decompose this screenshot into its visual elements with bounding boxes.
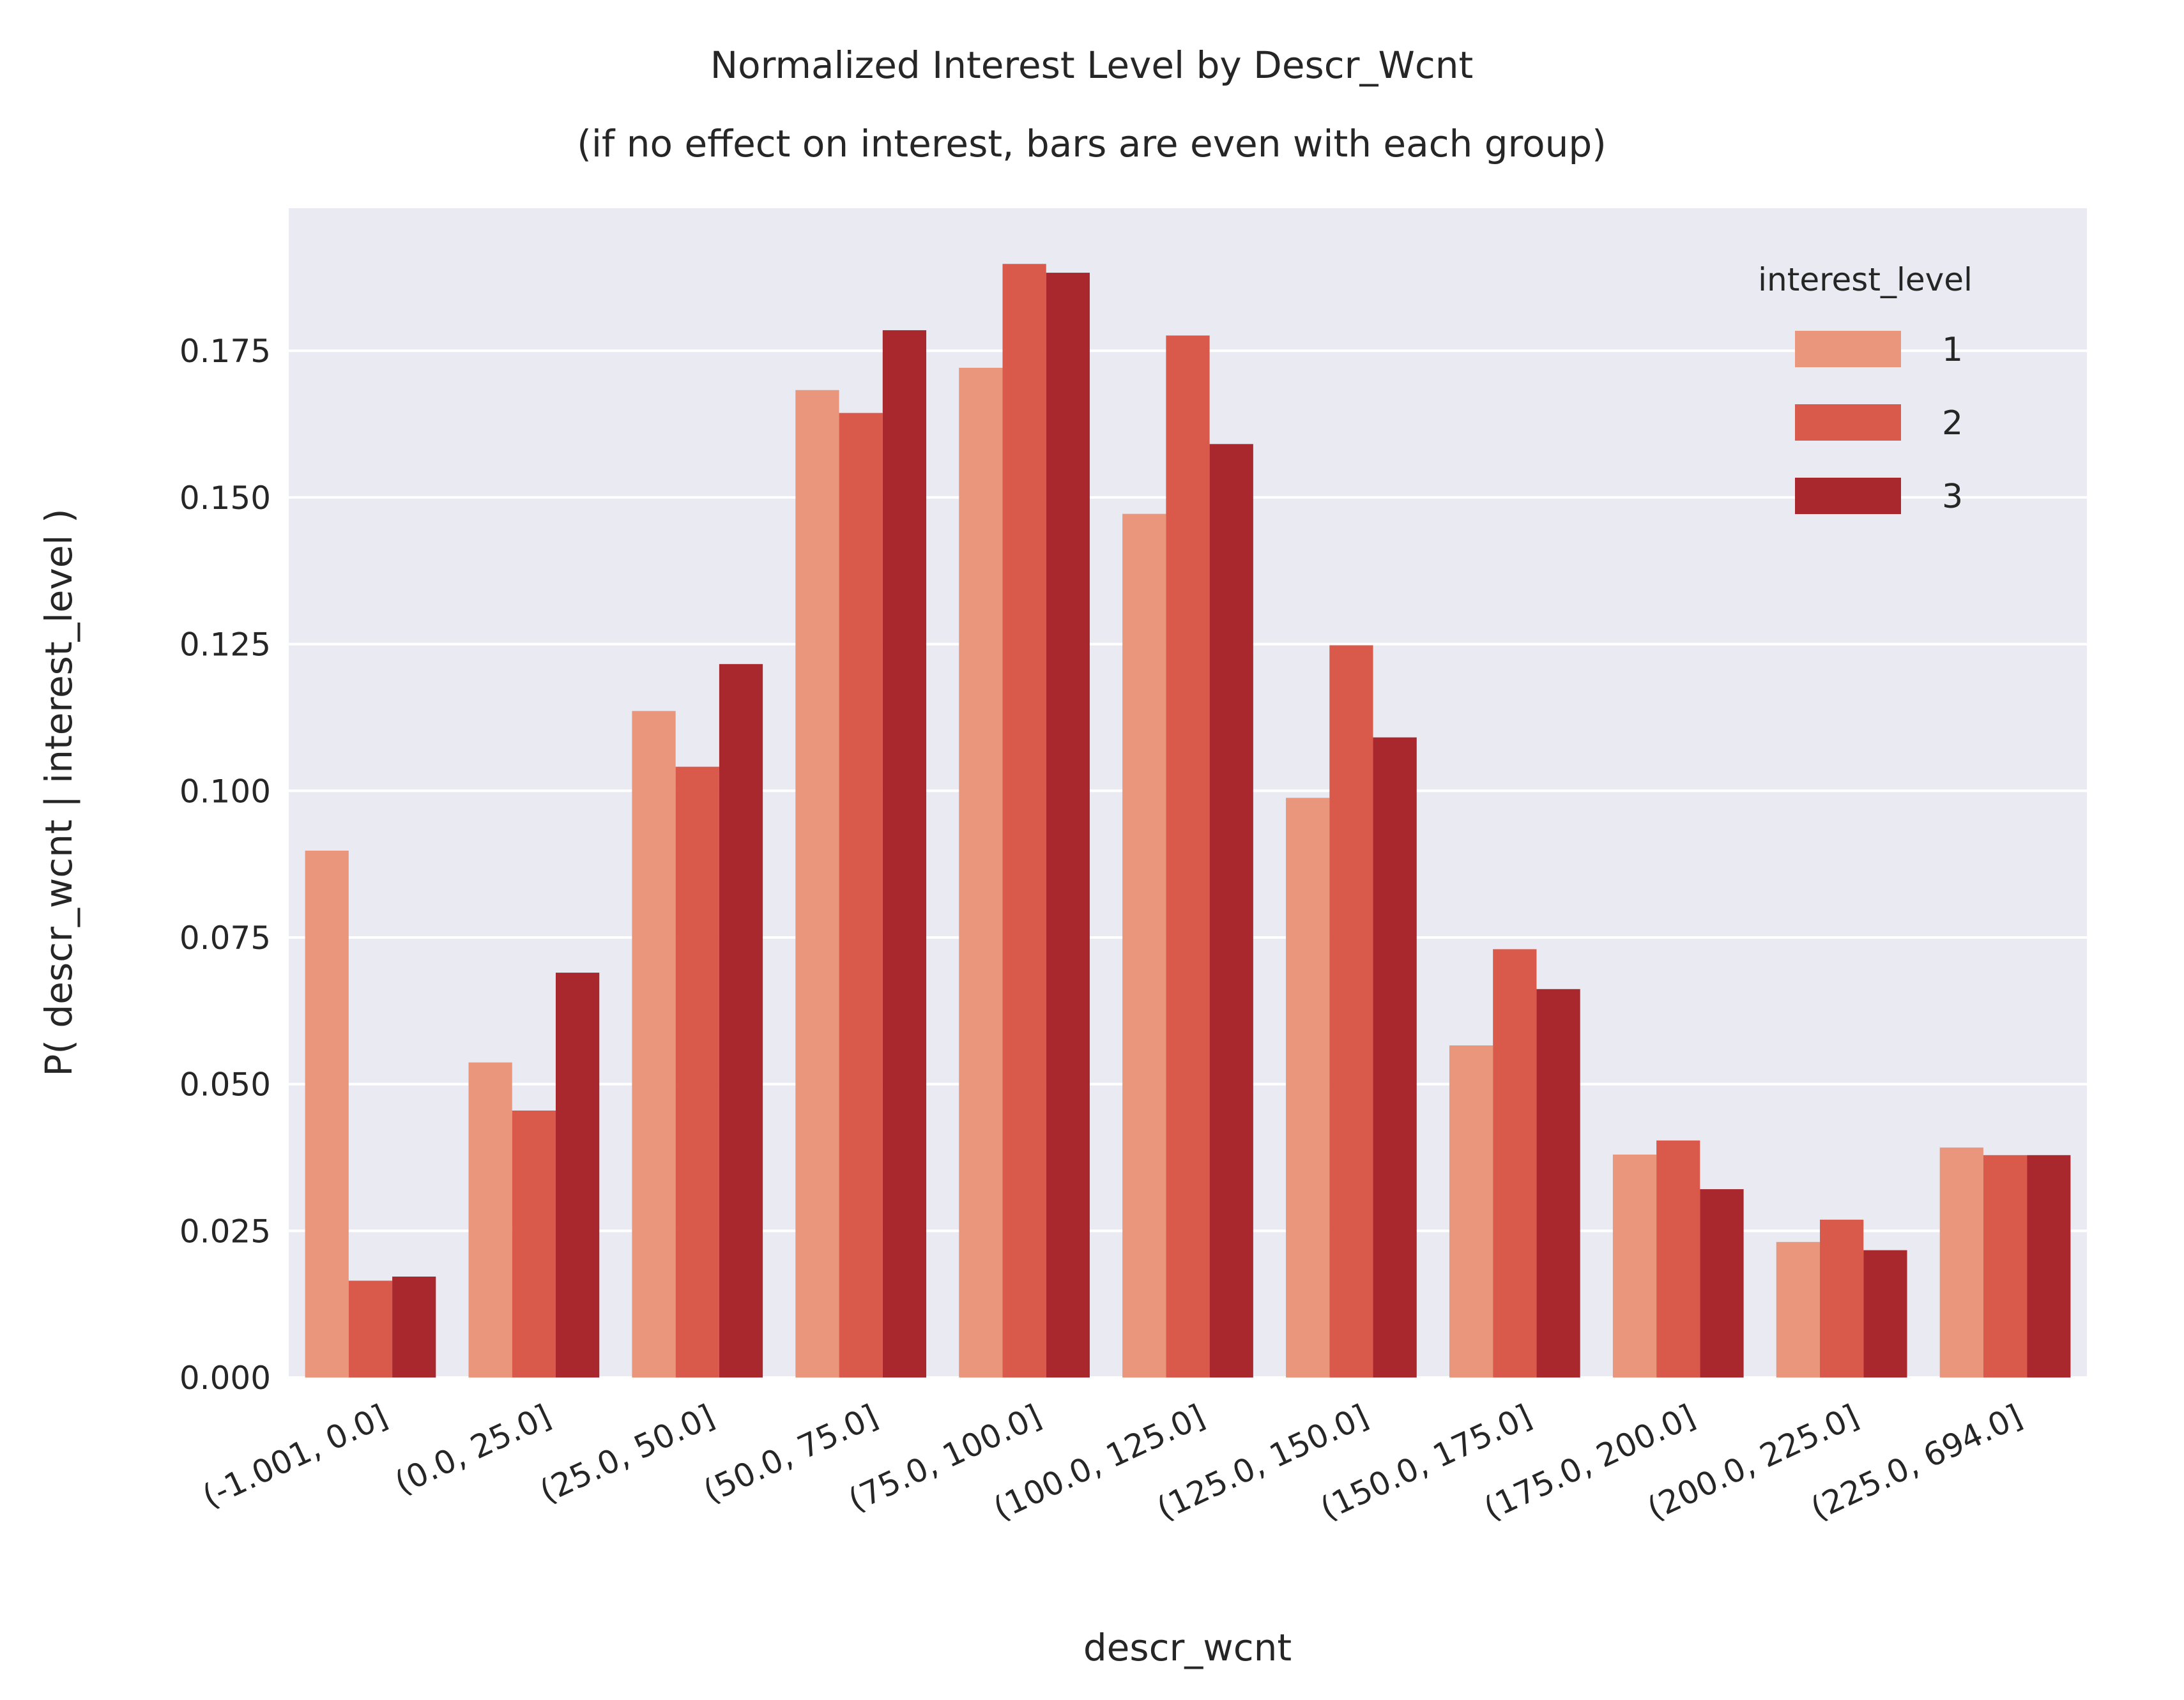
bar-series-3 [392, 1276, 436, 1377]
bar-series-1 [1939, 1147, 1983, 1377]
bar-series-3 [1209, 444, 1253, 1377]
bar-series-3 [882, 330, 927, 1378]
x-axis-label: descr_wcnt [1083, 1626, 1292, 1669]
legend-title: interest_level [1758, 261, 1973, 298]
legend-swatch-1 [1795, 331, 1901, 367]
bar-series-1 [959, 367, 1003, 1377]
bar-series-1 [1122, 513, 1166, 1377]
bars [305, 264, 2071, 1378]
bar-series-3 [1536, 989, 1580, 1377]
bar-series-3 [1700, 1189, 1744, 1377]
legend-label-2: 2 [1942, 404, 1963, 443]
chart-title: Normalized Interest Level by Descr_Wcnt … [577, 43, 1607, 165]
bar-series-1 [1612, 1154, 1657, 1377]
y-tick-label: 0.025 [179, 1213, 271, 1250]
y-tick-label: 0.175 [179, 333, 271, 370]
bar-series-1 [468, 1062, 512, 1377]
legend-label-1: 1 [1942, 331, 1963, 369]
bar-series-3 [1373, 737, 1417, 1377]
x-tick-labels: (-1.001, 0.0](0.0, 25.0](25.0, 50.0](50.… [197, 1397, 2027, 1527]
y-axis-label: P( descr_wcnt | interest_level ) [37, 508, 80, 1076]
bar-series-1 [1449, 1045, 1493, 1377]
bar-series-2 [1329, 645, 1373, 1377]
bar-series-2 [1166, 335, 1210, 1377]
bar-series-2 [839, 413, 883, 1377]
y-tick-label: 0.000 [179, 1360, 271, 1397]
bar-series-2 [1002, 264, 1046, 1378]
legend-swatch-3 [1795, 478, 1901, 514]
y-tick-label: 0.100 [179, 773, 271, 810]
y-tick-label: 0.125 [179, 626, 271, 664]
y-tick-labels: 0.000 0.025 0.050 0.075 0.100 0.125 0.150 0.175 [179, 333, 271, 1397]
bar-series-2 [1983, 1155, 2027, 1377]
bar-series-3 [1863, 1250, 1907, 1377]
bar-series-2 [675, 766, 719, 1377]
x-tick-label: (25.0, 50.0] [534, 1397, 719, 1510]
bar-series-2 [1820, 1219, 1864, 1377]
bar-series-3 [2027, 1155, 2071, 1377]
bar-series-2 [512, 1110, 556, 1377]
legend: interest_level 1 2 3 [1758, 261, 1973, 516]
x-tick-label: (-1.001, 0.0] [197, 1397, 393, 1515]
chart-title-line-2: (if no effect on interest, bars are even… [577, 122, 1607, 165]
bar-series-2 [1493, 949, 1537, 1377]
legend-label-3: 3 [1942, 478, 1963, 516]
bar-series-2 [1656, 1140, 1700, 1377]
bar-series-3 [1046, 273, 1090, 1377]
y-tick-label: 0.050 [179, 1066, 271, 1104]
bar-series-2 [348, 1280, 393, 1377]
y-tick-label: 0.150 [179, 480, 271, 517]
bar-series-1 [305, 850, 349, 1377]
chart-title-line-1: Normalized Interest Level by Descr_Wcnt [710, 43, 1473, 87]
bar-series-3 [555, 973, 600, 1377]
legend-swatch-2 [1795, 404, 1901, 441]
x-tick-label: (0.0, 25.0] [389, 1397, 556, 1501]
bar-series-1 [632, 711, 676, 1377]
bar-series-1 [795, 390, 839, 1378]
y-tick-label: 0.075 [179, 920, 271, 957]
bar-series-1 [1286, 798, 1330, 1377]
bar-series-3 [719, 664, 763, 1377]
bar-series-1 [1776, 1241, 1821, 1377]
